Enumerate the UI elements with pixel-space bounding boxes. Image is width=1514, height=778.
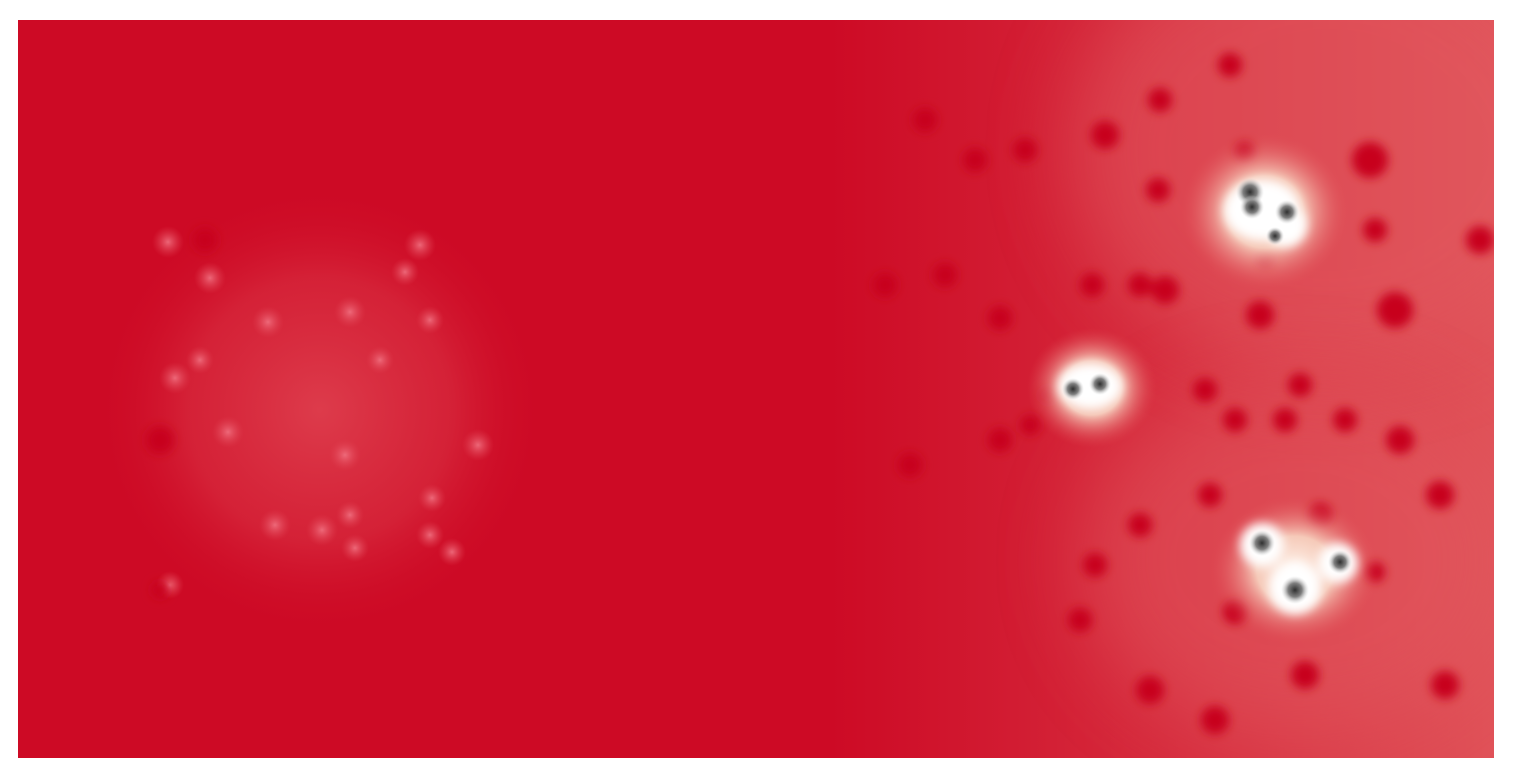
shape bbox=[418, 484, 446, 512]
shape bbox=[259, 509, 291, 541]
shape bbox=[404, 229, 436, 261]
shape bbox=[1240, 195, 1264, 219]
shape bbox=[1246, 301, 1274, 329]
shape bbox=[1466, 226, 1494, 254]
shape bbox=[252, 306, 284, 338]
shape bbox=[1363, 218, 1387, 242]
left-glow bbox=[100, 190, 540, 630]
shape bbox=[1266, 227, 1284, 245]
shape bbox=[1091, 121, 1119, 149]
shape bbox=[1128, 513, 1152, 537]
shape bbox=[1431, 671, 1459, 699]
shape bbox=[1328, 550, 1352, 574]
shape bbox=[146, 426, 174, 454]
shape bbox=[186, 346, 214, 374]
shape bbox=[1333, 408, 1357, 432]
shape bbox=[1223, 408, 1247, 432]
shape bbox=[988, 306, 1012, 330]
shape bbox=[1218, 53, 1242, 77]
shape bbox=[1136, 676, 1164, 704]
shape bbox=[334, 296, 366, 328]
shape bbox=[416, 306, 444, 334]
cluster bbox=[1210, 495, 1380, 645]
shape bbox=[963, 148, 987, 172]
dark-spots bbox=[146, 53, 1494, 734]
shape bbox=[1275, 200, 1299, 224]
shape bbox=[152, 582, 168, 598]
shape bbox=[212, 416, 244, 448]
shape bbox=[1281, 576, 1309, 604]
shape bbox=[336, 501, 364, 529]
shape bbox=[1083, 553, 1107, 577]
cluster bbox=[1027, 328, 1157, 448]
shape bbox=[1068, 608, 1092, 632]
shape bbox=[416, 521, 444, 549]
shape bbox=[1201, 706, 1229, 734]
shape bbox=[1288, 373, 1312, 397]
shape bbox=[988, 428, 1012, 452]
shape bbox=[873, 273, 897, 297]
shape bbox=[159, 362, 191, 394]
shape bbox=[1377, 292, 1413, 328]
shape bbox=[366, 346, 394, 374]
shape bbox=[1146, 178, 1170, 202]
shape bbox=[341, 534, 369, 562]
shape bbox=[1249, 530, 1275, 556]
field bbox=[18, 20, 1494, 758]
shape bbox=[1020, 415, 1040, 435]
shape bbox=[306, 514, 338, 546]
shape bbox=[1013, 138, 1037, 162]
shape bbox=[1198, 483, 1222, 507]
shape bbox=[1080, 273, 1104, 297]
shape bbox=[194, 262, 226, 294]
cluster bbox=[1180, 132, 1350, 292]
shape bbox=[438, 538, 466, 566]
shape bbox=[1386, 426, 1414, 454]
shape bbox=[329, 439, 361, 471]
shape bbox=[1193, 378, 1217, 402]
shape bbox=[933, 263, 957, 287]
shape bbox=[462, 429, 494, 461]
shape bbox=[1291, 661, 1319, 689]
shape bbox=[1089, 373, 1111, 395]
shape bbox=[193, 228, 217, 252]
shape bbox=[1426, 481, 1454, 509]
shape bbox=[391, 258, 419, 286]
shape bbox=[1062, 378, 1084, 400]
shape bbox=[1128, 273, 1152, 297]
shape bbox=[1352, 142, 1388, 178]
shape bbox=[913, 108, 937, 132]
shape bbox=[898, 453, 922, 477]
shape bbox=[152, 226, 184, 258]
shape bbox=[1273, 408, 1297, 432]
shape bbox=[1151, 276, 1179, 304]
light-spots bbox=[152, 226, 494, 599]
shape bbox=[1148, 88, 1172, 112]
